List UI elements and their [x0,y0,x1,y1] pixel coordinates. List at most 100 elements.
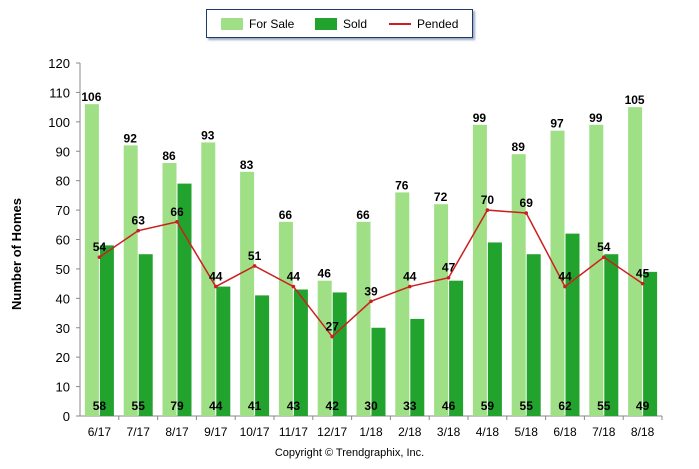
x-tick-label: 11/17 [279,425,308,439]
y-tick-label: 20 [56,350,70,365]
copyright-text: Copyright © Trendgraphix, Inc. [274,447,425,459]
data-label-for-sale: 72 [434,190,448,204]
legend-label-for-sale: For Sale [249,17,295,31]
bar-for-sale [395,192,410,416]
x-tick-label: 8/18 [631,425,655,439]
data-label-sold: 44 [209,399,223,413]
data-label-for-sale: 83 [240,158,254,172]
data-label-for-sale: 106 [81,90,101,104]
x-tick-label: 1/18 [359,425,383,439]
data-label-pended: 39 [364,284,378,298]
point-pended [214,284,218,289]
bar-for-sale [201,142,216,417]
bar-sold [332,292,347,416]
y-tick-label: 10 [56,380,70,395]
x-tick-label: 7/17 [127,425,151,439]
bar-sold [410,318,425,416]
point-pended [602,255,606,259]
x-tick-label: 12/17 [317,425,347,439]
data-label-pended: 27 [326,320,340,334]
bar-sold [643,271,658,416]
bar-sold [526,254,541,416]
point-pended [136,228,140,233]
data-label-sold: 42 [326,399,340,413]
data-label-for-sale: 92 [124,131,138,145]
bar-for-sale [356,221,371,416]
data-label-sold: 55 [597,399,611,413]
data-label-sold: 46 [442,399,456,413]
data-label-pended: 70 [481,193,495,207]
legend-item-for-sale: For Sale [221,16,294,32]
x-tick-label: 9/17 [204,425,228,439]
y-tick-label: 70 [56,203,70,218]
data-label-pended: 44 [209,270,223,284]
point-pended [640,281,645,286]
point-pended [446,275,451,280]
point-pended [330,334,335,339]
bar-for-sale [589,124,604,417]
data-label-for-sale: 76 [395,178,409,192]
bar-sold [138,254,153,416]
legend-item-pended: Pended [389,16,458,32]
data-label-sold: 62 [558,399,572,413]
point-pended [485,208,490,212]
x-tick-label: 6/17 [88,425,112,439]
bar-sold [449,280,464,416]
data-label-pended: 44 [558,270,572,284]
data-label-pended: 45 [636,267,650,281]
x-tick-label: 4/18 [476,425,500,439]
data-label-for-sale: 89 [512,140,526,154]
data-label-sold: 41 [248,399,262,413]
point-pended [408,284,412,289]
x-tick-label: 3/18 [437,425,461,439]
x-tick-label: 6/18 [553,425,577,439]
y-tick-label: 110 [49,85,70,100]
data-label-for-sale: 66 [279,208,293,222]
data-label-pended: 54 [93,240,107,254]
bar-for-sale [278,221,293,416]
data-label-for-sale: 93 [201,128,215,142]
bar-for-sale [628,107,643,416]
y-tick-label: 100 [48,115,70,130]
data-label-pended: 51 [248,249,262,263]
data-label-pended: 47 [442,261,456,275]
point-pended [524,211,528,215]
legend-swatch-pended [389,23,411,25]
bar-sold [99,245,114,416]
data-label-pended: 54 [597,240,611,254]
legend-label-sold: Sold [343,17,368,31]
data-label-pended: 44 [287,270,301,284]
data-label-sold: 58 [93,399,107,413]
data-label-for-sale: 99 [589,111,603,125]
bar-for-sale [240,171,255,416]
data-label-pended: 63 [132,214,146,228]
x-tick-label: 10/17 [240,425,270,439]
point-pended [291,284,296,289]
y-tick-label: 40 [56,291,70,306]
y-tick-label: 80 [56,174,70,189]
bar-for-sale [511,154,526,417]
bar-sold [177,183,192,416]
data-label-sold: 55 [520,399,534,413]
data-label-pended: 66 [170,205,184,219]
bar-for-sale [84,104,99,416]
x-tick-label: 2/18 [398,425,422,439]
bar-for-sale [434,204,449,416]
y-tick-label: 60 [56,233,70,248]
x-tick-label: 8/17 [165,425,189,439]
bar-sold [216,286,231,416]
data-label-sold: 43 [287,399,301,413]
legend-swatch-for-sale [221,18,243,30]
y-tick-label: 50 [56,262,70,277]
point-pended [369,299,373,304]
data-label-for-sale: 97 [550,117,564,131]
legend: For Sale Sold Pended [206,9,473,38]
x-tick-label: 5/18 [515,425,539,439]
data-label-for-sale: 105 [625,93,645,107]
bar-sold [255,295,270,416]
y-tick-label: 30 [56,321,70,336]
point-pended [563,284,567,289]
point-pended [175,220,179,224]
data-label-sold: 59 [481,399,495,413]
